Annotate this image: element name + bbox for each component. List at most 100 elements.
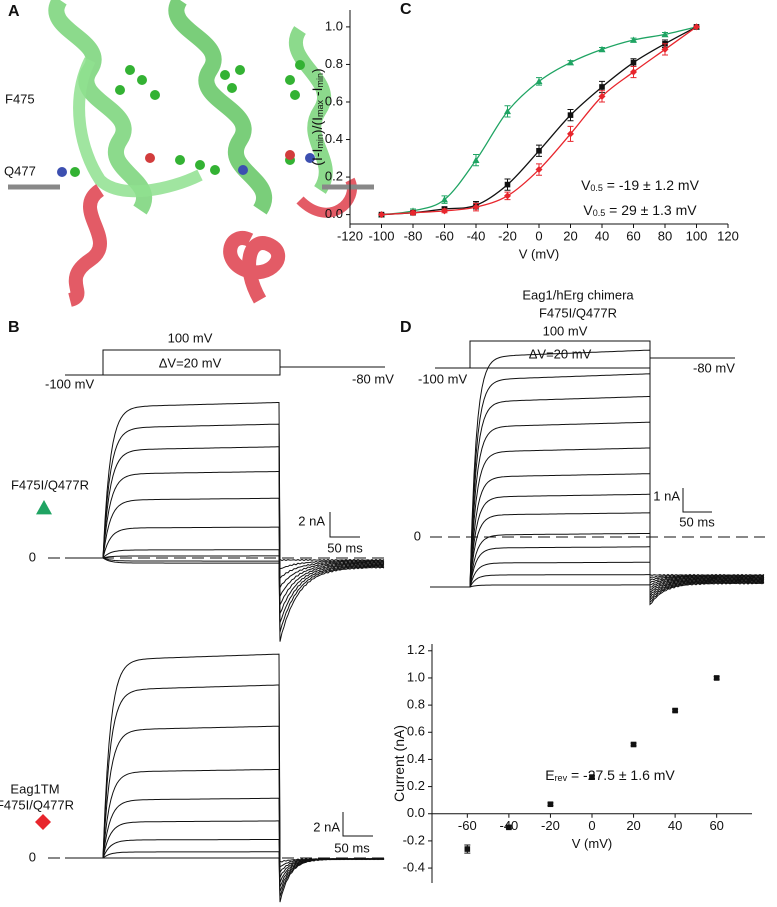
current-trace — [65, 423, 385, 570]
current-trace — [65, 857, 385, 903]
scale-label: 2 nA — [313, 819, 340, 834]
x-axis-label: V (mV) — [572, 836, 612, 851]
y-tick-label: 0.4 — [407, 751, 425, 766]
y-tick-label: 0.0 — [325, 206, 343, 221]
helix — [288, 26, 333, 194]
y-tick-label: 0.8 — [325, 56, 343, 71]
residue-label: F475 — [5, 91, 35, 106]
helix — [73, 57, 203, 198]
annotation-part: 0.5 — [593, 208, 606, 218]
data-point — [535, 166, 543, 174]
annotation-part: = 29 ± 1.3 mV — [605, 202, 697, 218]
data-point — [567, 130, 574, 138]
data-point — [630, 68, 637, 76]
protocol-label: ΔV=20 mV — [159, 355, 222, 370]
construct-marker — [35, 814, 51, 830]
side-chains — [70, 60, 305, 177]
data-point — [672, 707, 678, 714]
annotation-part: E — [545, 767, 554, 783]
data-point — [535, 77, 543, 85]
data-point — [589, 774, 595, 780]
data-point — [547, 801, 554, 808]
annotation-part: rev — [555, 773, 568, 783]
data-point — [464, 846, 471, 852]
data-point — [409, 209, 417, 217]
data-point — [567, 112, 574, 118]
y-tick-label: 1.2 — [407, 642, 425, 657]
construct-label: F475I/Q477R — [11, 477, 89, 492]
panel-title: Eag1/hErg chimera — [522, 287, 634, 302]
protocol-label: -80 mV — [352, 371, 394, 386]
current-trace — [430, 582, 765, 606]
data-point — [378, 211, 385, 219]
data-point — [567, 59, 574, 66]
current-trace — [430, 473, 765, 588]
atom — [238, 165, 248, 175]
protocol-label: -80 mV — [693, 360, 735, 375]
x-tick-label: 80 — [658, 228, 672, 243]
scale-label: 50 ms — [679, 514, 715, 529]
x-tick-label: -60 — [458, 818, 477, 833]
voltage-protocol — [65, 349, 385, 376]
data-point — [472, 156, 480, 163]
y-tick-label: 0.8 — [407, 697, 425, 712]
data-point — [693, 23, 700, 31]
y-tick-label: -0.4 — [403, 860, 425, 875]
protocol-label: 100 mV — [168, 330, 213, 345]
current-trace — [65, 555, 385, 623]
current-trace — [430, 546, 765, 600]
current-traces — [430, 349, 765, 606]
x-tick-label: 20 — [563, 228, 577, 243]
annotation-part: = -19 ± 1.2 mV — [603, 177, 700, 193]
y-tick-label: 0.2 — [407, 778, 425, 793]
zero-label: 0 — [29, 849, 36, 864]
y-axis-label-part: min — [315, 73, 325, 88]
panel-letter: D — [400, 319, 412, 336]
x-tick-label: -100 — [368, 228, 394, 243]
protocol-label: -100 mV — [45, 376, 94, 391]
panel-letter: B — [8, 319, 20, 336]
y-tick-label: 0.6 — [325, 93, 343, 108]
annotation-part: V — [581, 177, 591, 193]
helix — [67, 184, 107, 307]
current-trace — [430, 493, 765, 591]
protocol-label: 100 mV — [543, 323, 588, 338]
x-tick-label: 60 — [709, 818, 723, 833]
data-point — [630, 741, 637, 748]
x-tick-label: 100 — [686, 228, 708, 243]
data-point — [472, 203, 480, 211]
structure — [8, 0, 374, 307]
scale-bar — [342, 812, 373, 837]
x-tick-label: 40 — [668, 818, 682, 833]
data-point — [536, 147, 542, 154]
y-axis-label-part: Current (nA) — [391, 725, 407, 802]
annotation-part: V — [583, 202, 593, 218]
y-axis-label-part: )/(I — [309, 117, 325, 134]
voltage-protocol — [435, 340, 735, 369]
voltage-protocol — [103, 367, 281, 376]
scale-bar — [329, 512, 360, 538]
data-point — [441, 207, 448, 215]
helix — [223, 231, 286, 304]
scale-label: 2 nA — [298, 513, 325, 528]
y-tick-label: 1.0 — [325, 18, 343, 33]
panel-letter: A — [8, 3, 20, 20]
current-trace — [65, 526, 385, 606]
y-axis-label-part: (I-I — [309, 149, 325, 166]
scale-label: 1 nA — [653, 488, 680, 503]
current-trace — [430, 421, 765, 588]
data-point — [504, 107, 511, 115]
current-trace — [65, 549, 385, 614]
x-tick-label: -20 — [498, 228, 517, 243]
x-tick-label: -120 — [337, 228, 363, 243]
y-axis-label-part: -I — [309, 87, 325, 99]
data-point — [441, 196, 448, 203]
current-trace — [65, 497, 385, 597]
panel-title: F475I/Q477R — [539, 305, 617, 320]
y-tick-label: -0.2 — [403, 832, 425, 847]
zero-label: 0 — [414, 528, 421, 543]
data-point — [599, 84, 605, 90]
helix — [48, 0, 153, 215]
annotation: V0.5 = 29 ± 1.3 mV — [583, 202, 697, 219]
